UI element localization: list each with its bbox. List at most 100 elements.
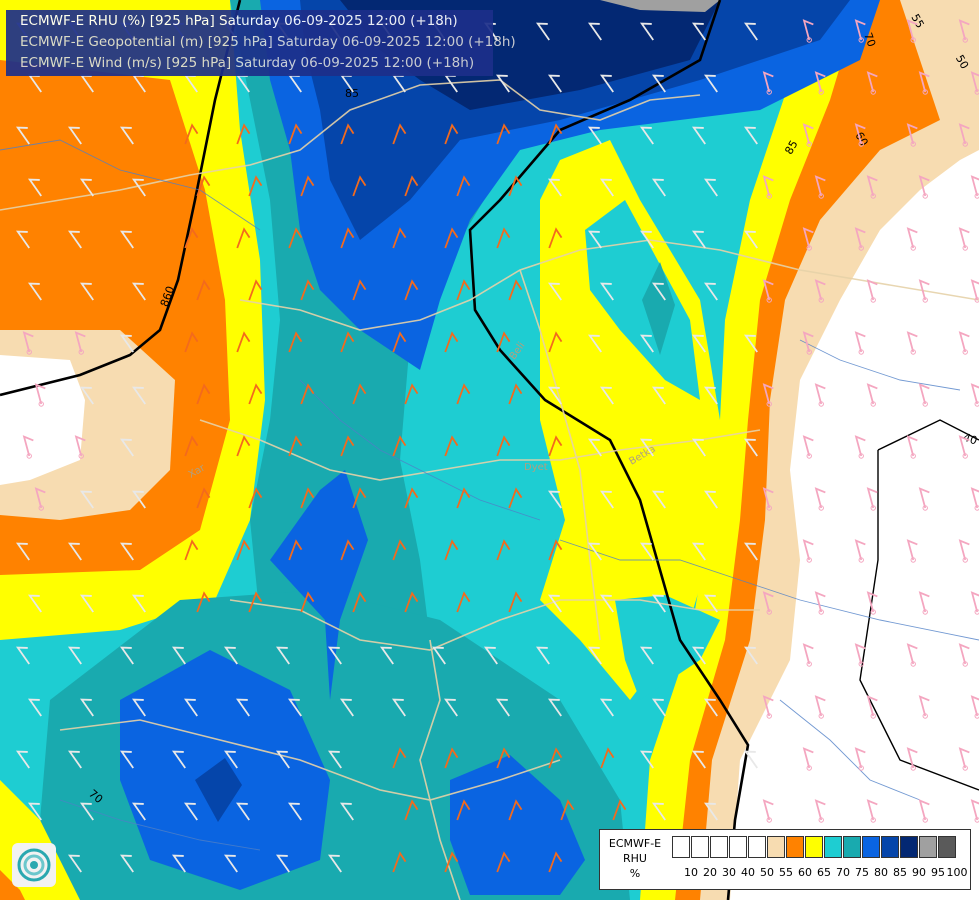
wind-calm-circle bbox=[766, 401, 772, 407]
wind-barb bbox=[639, 438, 654, 457]
wind-barb bbox=[691, 438, 706, 457]
wind-barb bbox=[495, 698, 510, 717]
legend-tick-label: 80 bbox=[874, 866, 888, 879]
wind-calm-circle bbox=[806, 141, 812, 147]
wind-barb bbox=[288, 227, 303, 249]
wind-barb bbox=[802, 643, 814, 665]
legend-swatch bbox=[881, 836, 899, 858]
wind-calm-circle bbox=[38, 401, 44, 407]
wind-barb bbox=[340, 435, 355, 457]
rhu-60-area-southwest bbox=[0, 870, 25, 900]
wind-barb bbox=[918, 71, 930, 93]
wind-barb bbox=[392, 227, 407, 249]
wind-barb bbox=[762, 71, 774, 93]
ecmwf-logo-icon bbox=[12, 843, 56, 887]
wind-barb bbox=[547, 594, 562, 613]
wind-barb bbox=[743, 750, 758, 769]
wind-barb bbox=[599, 386, 614, 405]
wind-calm-circle bbox=[818, 401, 824, 407]
legend-tick-label: 95 bbox=[931, 866, 945, 879]
wind-barb bbox=[599, 178, 614, 197]
wind-barb bbox=[814, 591, 826, 613]
wind-calm-circle bbox=[766, 297, 772, 303]
wind-barb bbox=[236, 539, 251, 561]
wind-barb bbox=[119, 750, 134, 769]
wind-barb bbox=[196, 279, 211, 301]
wind-barb bbox=[866, 487, 878, 509]
wind-barb bbox=[906, 19, 918, 41]
wind-calm-circle bbox=[922, 297, 928, 303]
wind-barb bbox=[392, 851, 407, 873]
wind-barb bbox=[958, 539, 970, 561]
rhu-contour-label-55: 55 bbox=[908, 12, 926, 31]
wind-barb bbox=[703, 490, 718, 509]
wind-barb bbox=[444, 851, 459, 873]
wind-barb bbox=[599, 594, 614, 613]
wind-barb bbox=[814, 383, 826, 405]
wind-barb bbox=[119, 126, 134, 145]
wind-barb bbox=[352, 279, 367, 301]
wind-barb bbox=[184, 435, 199, 457]
wind-barb bbox=[392, 539, 407, 561]
wind-barb bbox=[184, 123, 199, 145]
wind-barb bbox=[27, 594, 42, 613]
wind-barb bbox=[15, 646, 30, 665]
wind-barb bbox=[79, 802, 94, 821]
wind-calm-circle bbox=[858, 245, 864, 251]
wind-barb bbox=[444, 435, 459, 457]
wind-calm-circle bbox=[870, 401, 876, 407]
wind-calm-circle bbox=[806, 37, 812, 43]
legend-swatch bbox=[805, 836, 823, 858]
wind-barb bbox=[340, 539, 355, 561]
wind-barb bbox=[183, 802, 198, 821]
wind-barb bbox=[958, 331, 970, 353]
wind-calm-circle bbox=[818, 505, 824, 511]
wind-barb bbox=[27, 698, 42, 717]
wind-barb bbox=[22, 435, 34, 457]
wind-calm-circle bbox=[806, 557, 812, 563]
wind-barb bbox=[970, 695, 979, 717]
wind-barb bbox=[918, 799, 930, 821]
wind-barb bbox=[236, 123, 251, 145]
wind-barb bbox=[131, 802, 146, 821]
wind-barb bbox=[814, 71, 826, 93]
wind-barb bbox=[508, 487, 523, 509]
wind-barb bbox=[508, 383, 523, 405]
wind-barb bbox=[599, 74, 614, 93]
wind-barb bbox=[854, 643, 866, 665]
wind-barb bbox=[275, 646, 290, 665]
wind-calm-circle bbox=[818, 193, 824, 199]
wind-barb bbox=[119, 334, 134, 353]
wind-barb bbox=[587, 542, 602, 561]
wind-barb bbox=[560, 799, 575, 821]
wind-barb bbox=[171, 854, 186, 873]
wind-barb bbox=[548, 539, 563, 561]
wind-barb bbox=[288, 539, 303, 561]
wind-barb bbox=[854, 19, 866, 41]
wind-barb bbox=[27, 178, 42, 197]
wind-barb bbox=[456, 175, 471, 197]
wind-barb bbox=[802, 227, 814, 249]
rhu-85-area-southwest bbox=[195, 758, 242, 822]
wind-barb bbox=[906, 435, 918, 457]
wind-barb bbox=[67, 542, 82, 561]
rhu-contour-label-50: 50 bbox=[953, 53, 971, 72]
rhu-contour-label-85-east: 85 bbox=[782, 138, 800, 157]
wind-barb bbox=[131, 282, 146, 301]
wind-calm-circle bbox=[858, 349, 864, 355]
wind-calm-circle bbox=[858, 765, 864, 771]
legend-swatch bbox=[729, 836, 747, 858]
wind-barb bbox=[600, 747, 615, 769]
legend-tick-label: 70 bbox=[836, 866, 850, 879]
wind-barb bbox=[703, 178, 718, 197]
wind-barb bbox=[119, 230, 134, 249]
wind-barb bbox=[496, 435, 511, 457]
wind-barb bbox=[547, 698, 562, 717]
wind-barb bbox=[444, 747, 459, 769]
wind-calm-circle bbox=[38, 505, 44, 511]
wind-calm-circle bbox=[962, 765, 968, 771]
wind-barb bbox=[639, 542, 654, 561]
wind-barb bbox=[196, 175, 211, 197]
wind-barb bbox=[743, 334, 758, 353]
title-rhu: ECMWF-E RHU (%) [925 hPa] Saturday 06-09… bbox=[20, 13, 458, 29]
